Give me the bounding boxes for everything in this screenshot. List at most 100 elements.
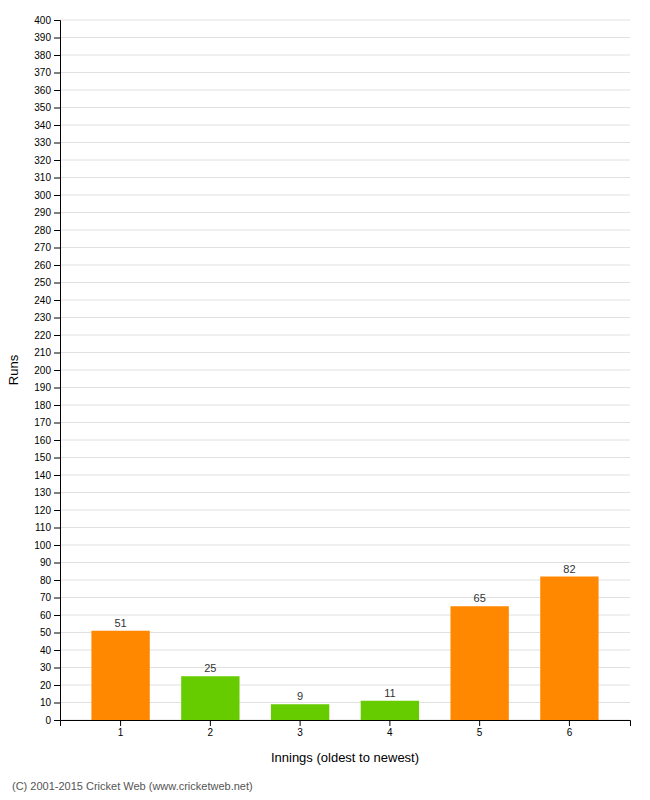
y-tick: 390 <box>34 32 60 43</box>
y-tick-label: 390 <box>34 32 51 43</box>
y-tick-label: 150 <box>34 452 51 463</box>
y-tick-label: 370 <box>34 67 51 78</box>
y-tick: 280 <box>34 225 60 236</box>
y-tick-label: 90 <box>40 557 52 568</box>
y-tick-label: 10 <box>40 697 52 708</box>
x-tick-mark <box>210 720 211 726</box>
y-tick: 150 <box>34 452 60 463</box>
y-tick-label: 180 <box>34 400 51 411</box>
y-tick-mark <box>54 178 60 179</box>
grid-line <box>60 335 630 336</box>
y-tick-mark <box>54 650 60 651</box>
x-tick: 6 <box>567 720 573 738</box>
y-tick-mark <box>54 685 60 686</box>
y-tick: 10 <box>40 697 60 708</box>
y-tick-mark <box>54 493 60 494</box>
y-tick-label: 360 <box>34 85 51 96</box>
data-label: 9 <box>297 690 303 702</box>
x-tick-mark <box>300 720 301 726</box>
grid-line <box>60 405 630 406</box>
grid-line <box>60 545 630 546</box>
x-tick: 2 <box>208 720 214 738</box>
data-label: 25 <box>204 662 216 674</box>
y-tick-label: 130 <box>34 487 51 498</box>
y-tick: 380 <box>34 50 60 61</box>
y-tick: 400 <box>34 15 60 26</box>
y-tick: 90 <box>40 557 60 568</box>
grid-line <box>60 422 630 423</box>
grid-line <box>60 125 630 126</box>
y-tick: 140 <box>34 470 60 481</box>
grid-line <box>60 90 630 91</box>
grid-line <box>60 37 630 38</box>
data-label: 11 <box>384 687 395 699</box>
y-tick: 210 <box>34 347 60 358</box>
y-tick-mark <box>54 143 60 144</box>
x-axis: 123456 <box>61 720 631 738</box>
y-tick-mark <box>54 563 60 564</box>
y-tick: 270 <box>34 242 60 253</box>
y-tick-mark <box>54 318 60 319</box>
y-tick: 120 <box>34 505 60 516</box>
y-tick-mark <box>54 108 60 109</box>
grid-line <box>60 142 630 143</box>
y-tick-mark <box>54 475 60 476</box>
grid-line <box>60 440 630 441</box>
y-tick-mark <box>54 20 60 21</box>
x-tick-mark <box>389 720 390 726</box>
bar <box>271 704 329 720</box>
y-tick-mark <box>54 300 60 301</box>
y-tick-label: 280 <box>34 225 51 236</box>
x-tick-mark <box>569 720 570 726</box>
x-tick-label: 4 <box>387 727 393 738</box>
y-tick: 80 <box>40 575 60 586</box>
grid-line <box>60 475 630 476</box>
y-tick-label: 200 <box>34 365 51 376</box>
y-tick: 190 <box>34 382 60 393</box>
chart: 5125911658212345601020304050607080901001… <box>0 0 650 800</box>
y-tick-mark <box>54 528 60 529</box>
y-tick: 20 <box>40 680 60 691</box>
grid-line <box>60 370 630 371</box>
grid-line <box>60 457 630 458</box>
y-tick-mark <box>54 370 60 371</box>
y-tick-mark <box>54 615 60 616</box>
y-tick-label: 160 <box>34 435 51 446</box>
y-tick-label: 340 <box>34 120 51 131</box>
y-tick: 170 <box>34 417 60 428</box>
y-tick-mark <box>54 458 60 459</box>
grid-line <box>60 527 630 528</box>
y-tick-mark <box>54 265 60 266</box>
y-tick-label: 270 <box>34 242 51 253</box>
grid-line <box>60 195 630 196</box>
y-tick-label: 310 <box>34 172 51 183</box>
y-tick-label: 230 <box>34 312 51 323</box>
y-tick-label: 70 <box>40 592 52 603</box>
y-tick-mark <box>54 598 60 599</box>
grid-line <box>60 72 630 73</box>
y-tick-mark <box>54 668 60 669</box>
y-tick-label: 120 <box>34 505 51 516</box>
y-tick: 180 <box>34 400 60 411</box>
x-tick-mark <box>479 720 480 726</box>
grid-line <box>60 177 630 178</box>
y-tick-mark <box>54 38 60 39</box>
y-tick-mark <box>54 73 60 74</box>
y-tick-label: 250 <box>34 277 51 288</box>
y-tick: 200 <box>34 365 60 376</box>
y-tick: 40 <box>40 645 60 656</box>
y-tick-mark <box>54 335 60 336</box>
y-tick: 110 <box>35 522 60 533</box>
y-tick-label: 320 <box>34 155 51 166</box>
footer: (C) 2001-2015 Cricket Web (www.cricketwe… <box>12 780 253 792</box>
y-axis-title: Runs <box>6 354 21 385</box>
y-tick-mark <box>54 195 60 196</box>
x-tick-mark <box>120 720 121 726</box>
y-tick-label: 400 <box>34 15 51 26</box>
y-tick-label: 30 <box>40 662 52 673</box>
bar <box>91 631 149 720</box>
y-tick-mark <box>54 90 60 91</box>
y-tick-mark <box>54 248 60 249</box>
grid-line <box>60 247 630 248</box>
y-axis-line <box>54 21 61 721</box>
